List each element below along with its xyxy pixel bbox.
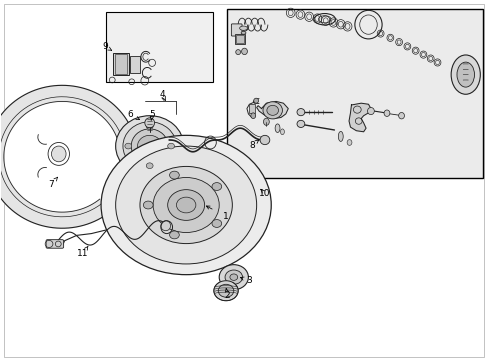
- Text: 3: 3: [246, 276, 252, 285]
- Ellipse shape: [263, 102, 282, 119]
- Ellipse shape: [367, 108, 373, 114]
- Ellipse shape: [229, 274, 237, 280]
- Ellipse shape: [167, 143, 174, 149]
- Text: 8: 8: [248, 141, 254, 150]
- Text: 1: 1: [223, 212, 228, 221]
- Ellipse shape: [296, 120, 304, 127]
- Ellipse shape: [143, 201, 153, 209]
- Ellipse shape: [124, 143, 131, 149]
- Ellipse shape: [211, 220, 221, 228]
- Ellipse shape: [169, 171, 179, 179]
- Polygon shape: [256, 102, 287, 118]
- Text: 6: 6: [126, 111, 132, 120]
- Ellipse shape: [275, 124, 280, 132]
- Ellipse shape: [219, 265, 248, 290]
- Ellipse shape: [116, 146, 256, 264]
- Bar: [234, 34, 245, 44]
- Ellipse shape: [122, 122, 176, 170]
- Ellipse shape: [51, 146, 66, 162]
- Ellipse shape: [235, 50, 240, 55]
- Ellipse shape: [250, 113, 255, 118]
- Ellipse shape: [131, 129, 168, 163]
- Polygon shape: [348, 103, 370, 132]
- Text: 10: 10: [259, 189, 270, 198]
- Bar: [227, 9, 482, 178]
- Ellipse shape: [140, 166, 232, 244]
- Text: 5: 5: [149, 111, 155, 120]
- Ellipse shape: [101, 135, 271, 275]
- Ellipse shape: [346, 140, 351, 145]
- Text: 7: 7: [48, 180, 54, 189]
- Text: 2: 2: [224, 291, 230, 300]
- Bar: [115, 54, 127, 73]
- Ellipse shape: [450, 55, 479, 94]
- Ellipse shape: [211, 183, 221, 190]
- Text: 4: 4: [160, 90, 165, 99]
- Ellipse shape: [146, 123, 153, 129]
- Ellipse shape: [116, 116, 183, 176]
- Ellipse shape: [266, 105, 278, 115]
- Ellipse shape: [153, 177, 219, 233]
- Ellipse shape: [176, 197, 196, 213]
- Ellipse shape: [48, 143, 69, 165]
- Ellipse shape: [137, 135, 162, 157]
- Ellipse shape: [456, 62, 473, 87]
- Ellipse shape: [253, 98, 258, 103]
- Bar: [106, 12, 212, 82]
- Ellipse shape: [167, 190, 204, 220]
- Ellipse shape: [383, 110, 389, 116]
- Ellipse shape: [213, 281, 238, 301]
- Polygon shape: [0, 85, 133, 228]
- Ellipse shape: [241, 48, 247, 55]
- Ellipse shape: [169, 231, 179, 239]
- Ellipse shape: [224, 270, 242, 284]
- FancyBboxPatch shape: [231, 24, 242, 36]
- Ellipse shape: [241, 31, 245, 34]
- Ellipse shape: [296, 109, 304, 116]
- Bar: [249, 104, 255, 113]
- Ellipse shape: [398, 112, 404, 119]
- Ellipse shape: [260, 135, 269, 145]
- Bar: [113, 53, 128, 75]
- Ellipse shape: [280, 129, 284, 135]
- Bar: [236, 35, 244, 43]
- Ellipse shape: [146, 163, 153, 168]
- Ellipse shape: [338, 131, 343, 141]
- Bar: [130, 56, 140, 73]
- Ellipse shape: [263, 118, 269, 125]
- FancyBboxPatch shape: [46, 240, 63, 248]
- Ellipse shape: [218, 284, 233, 297]
- Ellipse shape: [161, 221, 170, 231]
- Text: 9: 9: [102, 42, 108, 51]
- Ellipse shape: [239, 26, 247, 30]
- Text: 11: 11: [77, 249, 89, 258]
- Ellipse shape: [144, 118, 154, 128]
